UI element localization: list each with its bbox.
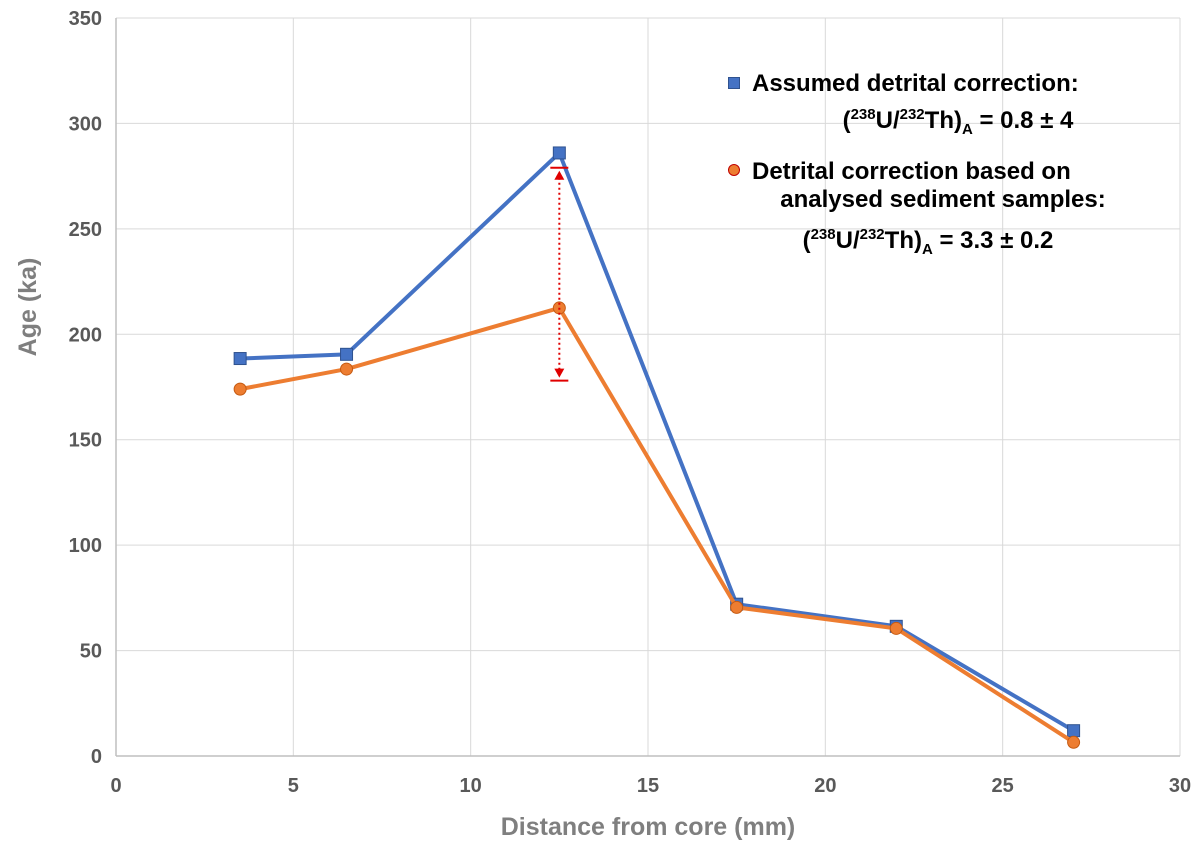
x-tick-label: 15 [637,775,659,797]
x-tick-label: 0 [110,775,121,797]
legend-entry-orange: Detrital correction based on [728,158,1188,186]
data-point-square [233,352,247,366]
legend-entry-blue: Assumed detrital correction: [728,70,1188,98]
series-line-1 [240,150,1075,733]
y-tick-label: 300 [69,113,102,135]
annotation-arrowhead-down [554,368,565,378]
legend-entry2-label-line1: Detrital correction based on [752,157,1071,185]
data-point-circle [340,362,354,376]
data-point-circle [730,600,744,614]
y-tick-label: 200 [69,324,102,346]
x-tick-label: 25 [992,775,1014,797]
x-tick-label: 5 [288,775,299,797]
data-point-square [340,347,354,361]
x-tick-label: 30 [1169,775,1191,797]
data-point-square [1067,724,1081,738]
data-point-circle [889,621,903,635]
y-axis-label: Age (ka) [14,258,42,357]
series-layer [233,146,1081,749]
legend: Assumed detrital correction: (238U/232Th… [728,70,1188,258]
tick-labels: 0 50 100 150 200 250 300 350 0 5 10 15 20 25 30 [69,8,1192,797]
y-tick-label: 0 [91,746,102,768]
blue-square-marker-icon [728,76,740,89]
legend-entry2-formula: (238U/232Th)A = 3.3 ± 0.2 [802,225,1054,258]
y-tick-label: 100 [69,535,102,557]
data-point-square [552,146,566,160]
orange-circle-marker-icon [728,164,740,177]
annotation-layer [550,166,569,382]
x-axis-label: Distance from core (mm) [501,813,796,841]
annotation-arrowhead-up [554,170,565,180]
gridlines [116,17,1181,756]
axes [115,18,1180,757]
legend-entry1-formula: (238U/232Th)A = 0.8 ± 4 [842,106,1074,138]
y-tick-label: 350 [69,8,102,30]
data-point-circle [1067,735,1081,749]
data-point-circle [233,382,247,396]
x-tick-label: 20 [814,775,836,797]
legend-entry1-label: Assumed detrital correction: [752,70,1079,97]
y-tick-label: 50 [80,641,102,663]
y-tick-label: 150 [69,430,102,452]
x-tick-label: 10 [460,775,482,797]
series-line-2 [239,305,1075,744]
legend-entry2-label-line2: analysed sediment samples: [780,185,1106,213]
y-tick-label: 250 [69,219,102,241]
